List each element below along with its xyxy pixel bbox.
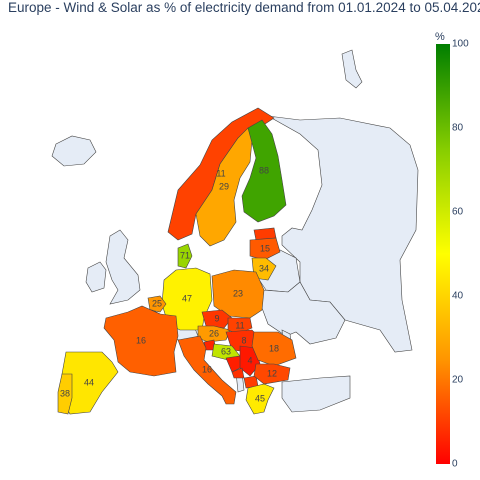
region-label-lv: 15 <box>260 243 270 253</box>
region-fr <box>103 305 179 377</box>
region-label-lt: 34 <box>259 263 269 273</box>
region-label-gr: 45 <box>255 393 265 403</box>
chart-title: Europe - Wind & Solar as % of electricit… <box>8 0 480 15</box>
colorbar-tick-label: 60 <box>452 207 464 218</box>
colorbar-tick-label: 20 <box>452 375 464 386</box>
region-nl <box>147 295 167 313</box>
region-label-cz: 9 <box>214 313 219 323</box>
region-label-pl: 23 <box>233 288 243 298</box>
region-fi <box>241 119 287 223</box>
colorbar-tick-label: 0 <box>452 459 458 470</box>
region-gr <box>245 383 275 415</box>
colorbar-title: % <box>435 31 445 43</box>
colorbar: % 0 20 40 60 80 100 <box>435 31 469 470</box>
region-label-dk: 71 <box>180 250 190 260</box>
region-label-no: 11 <box>216 168 225 178</box>
country-regions <box>57 107 297 415</box>
region-label-bg: 12 <box>267 368 277 378</box>
region-se <box>195 127 253 247</box>
iceland-region <box>51 135 97 167</box>
colorbar-gradient <box>436 44 450 464</box>
region-dk <box>177 243 193 269</box>
ireland-region <box>85 261 107 293</box>
region-label-nl: 25 <box>152 298 162 308</box>
region-label-fi: 88 <box>259 165 269 175</box>
region-label-at: 26 <box>209 328 219 338</box>
colorbar-tick-label: 100 <box>452 39 469 50</box>
region-label-es: 44 <box>84 377 94 387</box>
region-lv <box>249 237 281 261</box>
region-label-rs: 4 <box>247 355 252 365</box>
novaya-zemlya-region <box>341 49 363 89</box>
region-label-pt: 38 <box>60 388 70 398</box>
region-label-hu: 8 <box>241 335 246 345</box>
uk-region <box>105 229 141 305</box>
region-label-it: 16 <box>202 364 212 374</box>
ukraine-region <box>261 281 346 345</box>
region-bg <box>253 363 291 385</box>
colorbar-tick-label: 40 <box>452 291 464 302</box>
colorbar-tick-label: 80 <box>452 123 464 134</box>
region-pl <box>211 269 265 319</box>
turkey-region <box>281 375 351 413</box>
region-label-se: 29 <box>219 181 229 191</box>
region-pt <box>57 373 73 415</box>
region-labels: 11 29 88 15 34 71 47 23 25 16 9 26 11 8 63 4 18 12 16 45 44 3… <box>60 165 279 403</box>
region-label-de: 47 <box>182 293 192 303</box>
region-it <box>177 335 237 405</box>
region-label-ro: 18 <box>269 343 279 353</box>
region-label-fr: 16 <box>136 335 146 345</box>
region-label-sk: 11 <box>235 320 244 330</box>
region-label-hr: 63 <box>221 346 231 356</box>
region-ro <box>251 331 297 367</box>
